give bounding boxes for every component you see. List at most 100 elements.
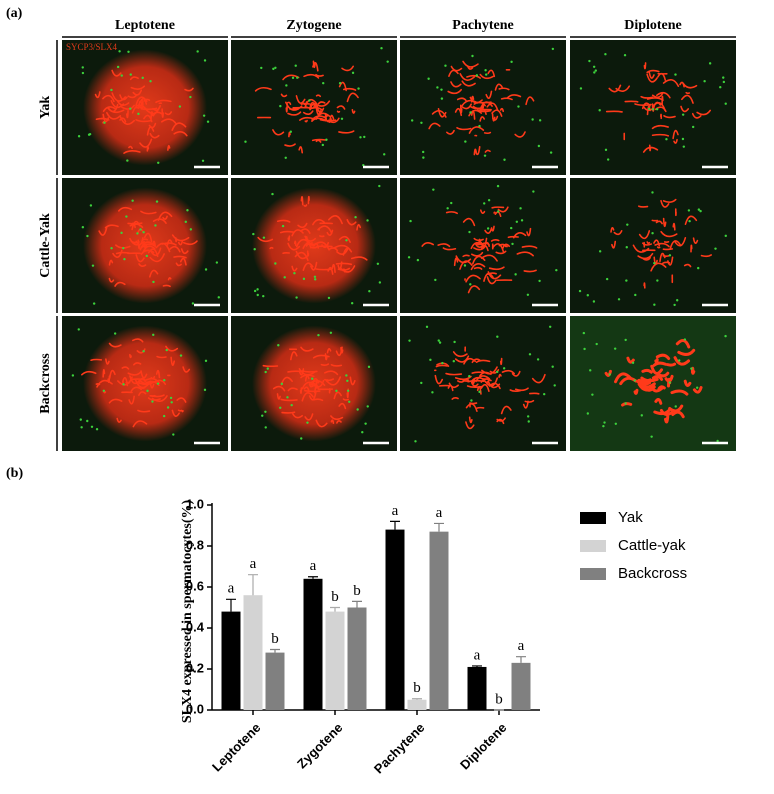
chromosome <box>649 384 664 393</box>
signal-dot <box>538 119 542 122</box>
chromosome <box>485 377 499 387</box>
chromosome <box>341 65 354 72</box>
chromosome <box>512 232 527 239</box>
signal-dot <box>675 299 679 302</box>
chromosome <box>304 235 317 242</box>
signal-dot <box>532 190 535 193</box>
signal-dot <box>598 109 601 112</box>
chromosome <box>474 243 485 248</box>
chromosome <box>421 242 435 247</box>
chromosome <box>672 129 679 140</box>
signal-dot <box>510 60 513 64</box>
signal-dot <box>364 422 367 425</box>
signal-dot <box>416 258 420 262</box>
chromosome <box>299 387 303 394</box>
signal-dot <box>110 88 113 92</box>
signal-dot <box>253 247 256 251</box>
chromosome <box>121 366 130 370</box>
signal-dot <box>673 303 676 307</box>
signal-dot <box>378 281 382 284</box>
chromosome <box>646 241 651 245</box>
signal-dot <box>724 234 727 238</box>
chromosome <box>648 71 655 79</box>
signal-dot <box>592 300 596 303</box>
chromosome <box>132 420 148 428</box>
signal-dot <box>582 331 586 335</box>
signal-dot <box>348 400 351 403</box>
chromosome <box>312 398 324 402</box>
chromosome <box>301 370 318 373</box>
signal-dot <box>624 402 627 405</box>
signal-dot <box>594 69 597 72</box>
signal-dot <box>606 158 610 161</box>
chromosome <box>336 110 341 113</box>
signal-dot <box>598 250 602 253</box>
chromosome <box>304 375 310 382</box>
signal-dot <box>604 52 607 56</box>
chromosome <box>446 129 455 135</box>
chromosome <box>257 236 274 243</box>
chromosome <box>463 357 477 365</box>
chromosome <box>356 224 362 231</box>
signal-dot <box>260 66 263 70</box>
signal-dot <box>139 228 142 231</box>
chromosome <box>281 411 296 414</box>
chromosome <box>138 377 147 385</box>
chromosome <box>637 252 654 260</box>
chromosome <box>139 138 153 148</box>
error-bar <box>434 522 444 532</box>
chromosome <box>346 219 357 226</box>
signal-dot <box>356 408 359 411</box>
chromosome <box>461 99 479 107</box>
chromosome <box>320 363 330 367</box>
chromosome <box>177 239 184 246</box>
chromosome <box>130 222 136 229</box>
chromosome <box>136 348 146 354</box>
chromosome <box>108 398 123 404</box>
chromosome <box>150 111 154 120</box>
signal-dot <box>496 335 499 338</box>
chromosome <box>313 100 331 107</box>
chromosome <box>302 110 314 116</box>
signal-dot <box>335 389 338 393</box>
y-tick-label: 0.2 <box>186 660 204 675</box>
signal-dot <box>123 257 126 261</box>
chromosome <box>462 60 479 68</box>
chromosome <box>291 229 304 237</box>
chromosome <box>465 421 475 430</box>
chromosome <box>280 93 288 98</box>
signal-dot <box>436 86 439 89</box>
signal-dot <box>295 296 298 299</box>
signal-dot <box>421 150 425 154</box>
micrograph <box>400 316 566 451</box>
chromosome <box>130 386 143 392</box>
signal-dot <box>137 112 140 116</box>
signal-dot <box>431 391 434 394</box>
chromosome <box>140 210 157 215</box>
chromosome <box>330 419 335 425</box>
chromosome <box>511 370 521 377</box>
signal-dot <box>142 350 145 353</box>
chromosome <box>448 382 459 389</box>
chromosome <box>450 81 462 88</box>
signal-dot <box>583 347 586 351</box>
signal-dot <box>464 140 467 143</box>
column-header: Pachytene <box>452 18 513 33</box>
chromosome <box>652 101 662 109</box>
x-tick-label: Zygotene <box>294 720 345 771</box>
chromosome <box>160 118 178 126</box>
chromosome <box>182 366 191 373</box>
chromosome <box>304 119 308 123</box>
chromosome <box>445 211 458 215</box>
signal-dot <box>503 158 506 161</box>
significance-letter: b <box>495 691 503 707</box>
signal-dot <box>526 415 530 418</box>
signal-dot <box>366 219 369 222</box>
chromosome <box>298 146 304 154</box>
error-bar <box>226 598 236 612</box>
stain-label: SYCP3/SLX4 <box>66 42 118 52</box>
signal-dot <box>191 302 195 305</box>
chromosome <box>643 62 647 70</box>
signal-dot <box>420 381 423 385</box>
